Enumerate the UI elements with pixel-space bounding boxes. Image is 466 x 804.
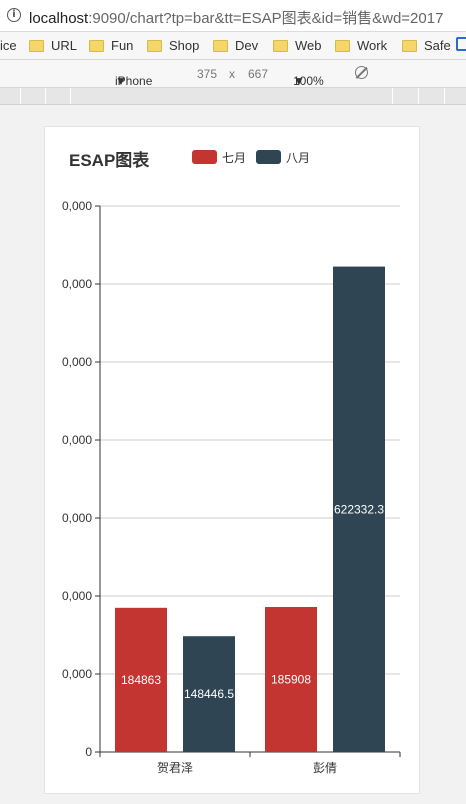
dimension-separator: x	[229, 67, 235, 81]
y-tick-label: 0,000	[62, 589, 92, 603]
bookmark-label: Work	[357, 38, 388, 53]
x-tick-label: 彭倩	[313, 761, 337, 775]
legend-swatch	[192, 150, 217, 164]
folder-icon	[335, 39, 350, 52]
bar	[115, 607, 167, 752]
bookmark-label: Shop	[169, 38, 200, 53]
bookmark-item[interactable]: ice	[0, 37, 17, 55]
bar-value-label: 184863	[121, 673, 161, 687]
bookmarks-bar: ice URL Fun Shop Dev Web Work Safe	[0, 32, 466, 60]
bookmark-item[interactable]: Work	[335, 37, 387, 55]
folder-icon	[89, 39, 104, 52]
chart-title: ESAP图表	[69, 150, 150, 170]
bar-value-label: 185908	[271, 672, 311, 686]
legend-label: 七月	[222, 151, 246, 165]
viewport-height[interactable]: 667	[248, 67, 269, 81]
y-tick-label: 0,000	[62, 511, 92, 525]
viewport-width[interactable]: 375	[197, 67, 218, 81]
folder-icon	[273, 39, 288, 52]
bookmark-label: ice	[0, 38, 17, 53]
folder-icon	[213, 39, 228, 52]
y-tick-label: 0,000	[62, 667, 92, 681]
address-bar[interactable]: i localhost:9090/chart?tp=bar&tt=ESAP图表&…	[0, 0, 466, 32]
zoom-value: 100%	[293, 74, 324, 88]
bar	[183, 636, 235, 752]
bookmark-item[interactable]: URL	[29, 37, 77, 55]
bookmark-label: Fun	[111, 38, 134, 53]
url-text[interactable]: localhost:9090/chart?tp=bar&tt=ESAP图表&id…	[29, 7, 443, 28]
bookmark-item[interactable]: Web	[273, 37, 322, 55]
bar	[333, 266, 385, 752]
y-tick-label: 0,000	[62, 277, 92, 291]
bookmark-item[interactable]: Fun	[89, 37, 133, 55]
bar-value-label: 622332.3	[334, 502, 384, 516]
folder-icon	[147, 39, 162, 52]
folder-icon	[402, 39, 417, 52]
y-tick-label: 0,000	[62, 433, 92, 447]
bookmark-item[interactable]: Shop	[147, 37, 199, 55]
bookmark-label: Safe	[424, 38, 451, 53]
dropdown-arrow-icon: ▼	[115, 74, 127, 88]
legend-label: 八月	[286, 151, 310, 165]
info-icon[interactable]: i	[7, 8, 21, 22]
bar	[265, 606, 317, 752]
media-query-ruler[interactable]	[0, 88, 466, 105]
dropdown-arrow-icon: ▼	[293, 74, 305, 88]
bookmark-label: URL	[51, 38, 78, 53]
bar-value-label: 148446.5	[184, 687, 234, 701]
bookmark-item[interactable]: Safe	[402, 37, 451, 55]
url-host: localhost	[29, 10, 89, 27]
bookmark-label: Dev	[235, 38, 259, 53]
bookmark-item[interactable]: Dev	[213, 37, 258, 55]
y-tick-label: 0,000	[62, 199, 92, 213]
legend-swatch	[256, 150, 281, 164]
y-tick-label: 0,000	[62, 355, 92, 369]
device-toolbar: iPhone 6 ▼ 375 x 667 100% ▼	[0, 60, 466, 102]
y-tick-label: 0	[85, 745, 92, 759]
extension-icon[interactable]	[456, 37, 466, 51]
bookmark-label: Web	[295, 38, 322, 53]
rotate-icon[interactable]	[355, 66, 368, 79]
url-rest: :9090/chart?tp=bar&tt=ESAP图表&id=销售&wd=20…	[88, 10, 444, 27]
x-tick-label: 贺君泽	[157, 761, 193, 775]
folder-icon	[29, 39, 44, 52]
